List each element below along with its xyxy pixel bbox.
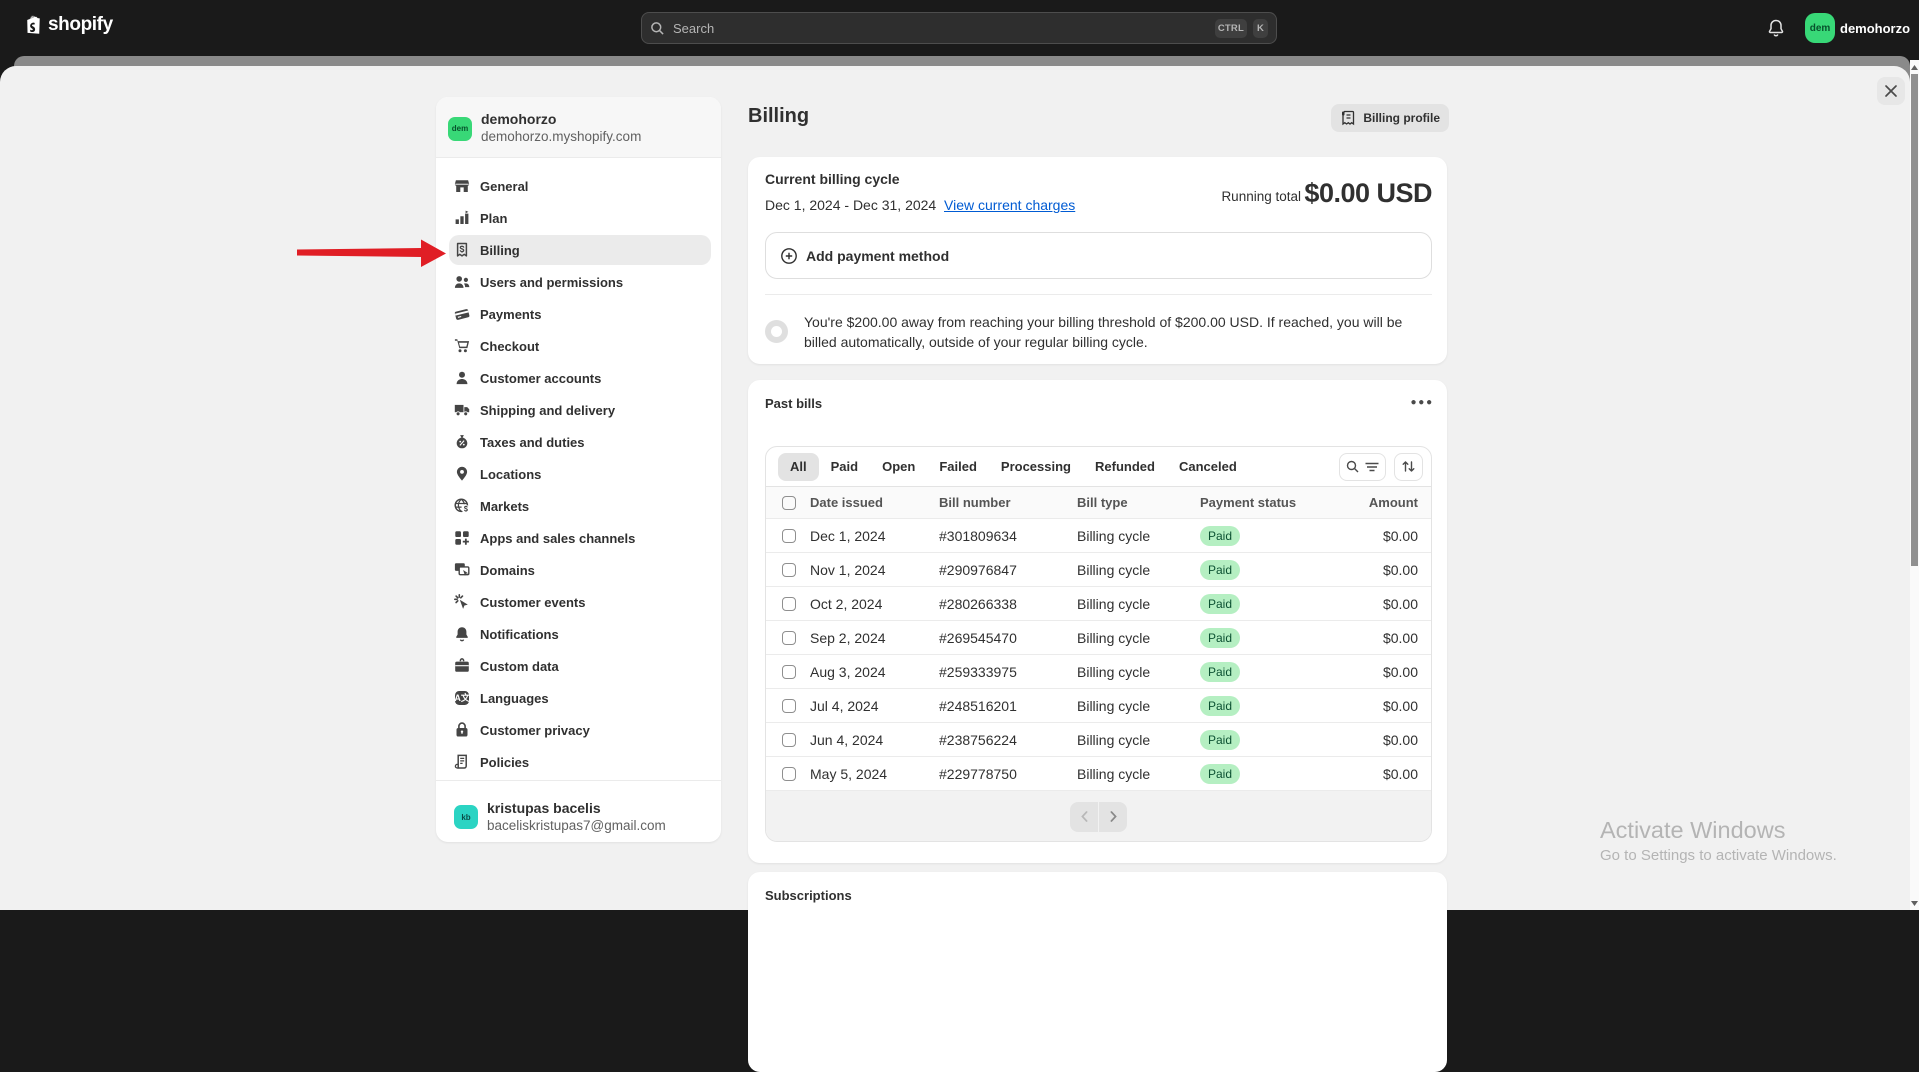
- svg-text:A文: A文: [454, 692, 470, 703]
